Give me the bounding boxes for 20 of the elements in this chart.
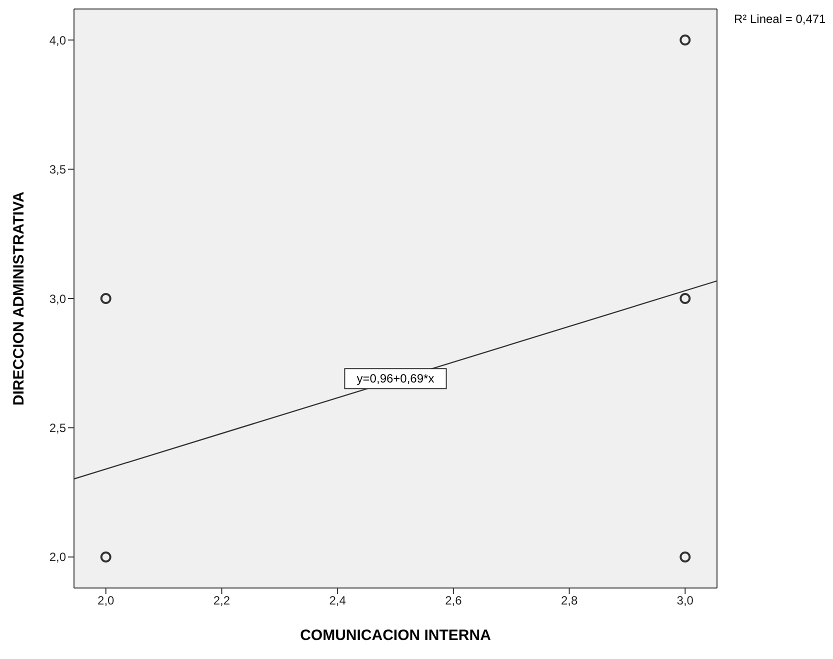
- annotation: y=0,96+0,69*x: [356, 372, 434, 386]
- point: [680, 293, 691, 304]
- text: R² Lineal = 0,471: [734, 12, 826, 26]
- y-tick-label: 3,0: [49, 292, 66, 306]
- point: [680, 551, 691, 562]
- x-tick-label: 3,0: [676, 594, 694, 608]
- x-tick-label: 2,8: [560, 594, 578, 608]
- y-tick-label: 4,0: [49, 33, 66, 48]
- point: [100, 551, 112, 562]
- x-tick-label: 2,6: [445, 594, 462, 608]
- x-axis-title: COMUNICACION INTERNA: [300, 627, 492, 644]
- point: [100, 293, 112, 304]
- y-tick-label: 3,5: [49, 162, 66, 177]
- point: [680, 34, 691, 46]
- x-tick-label: 2,2: [213, 594, 230, 608]
- y-tick-label: 2,5: [49, 421, 66, 435]
- y-tick-label: 2,0: [49, 550, 66, 564]
- x-tick-label: 2,4: [329, 594, 346, 608]
- y-axis-title: DIRECCION ADMINISTRATIVA: [10, 191, 28, 406]
- x-tick-label: 2,0: [98, 594, 115, 608]
